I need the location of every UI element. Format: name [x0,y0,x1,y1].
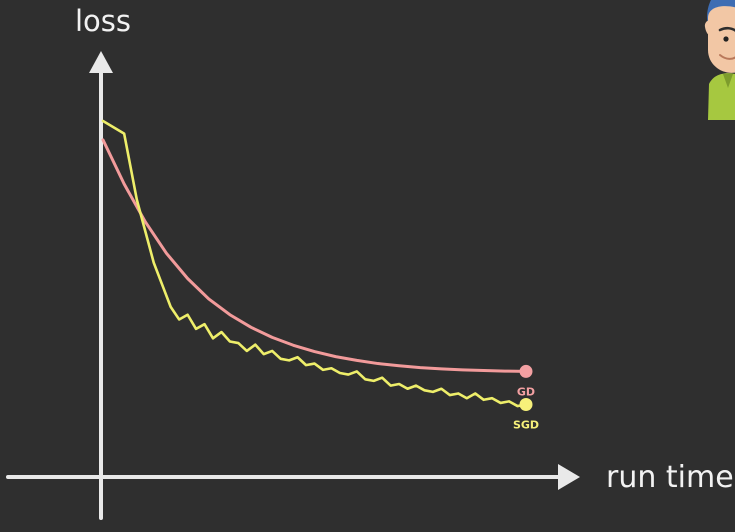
series-label-sgd: SGD [513,419,539,432]
y-axis-arrow [89,51,113,73]
x-axis-label: run time [606,460,734,495]
series-line-gd [101,138,528,373]
series-line-sgd [101,119,528,408]
series-label-gd: GD [517,385,535,398]
series-end-marker-sgd [519,398,533,411]
series-end-marker-gd [519,364,533,378]
y-axis-label: loss [75,4,131,38]
cartoon-character-illustration [704,0,735,120]
series-layer: GD SGD [101,119,539,432]
x-axis-arrow [558,464,580,490]
